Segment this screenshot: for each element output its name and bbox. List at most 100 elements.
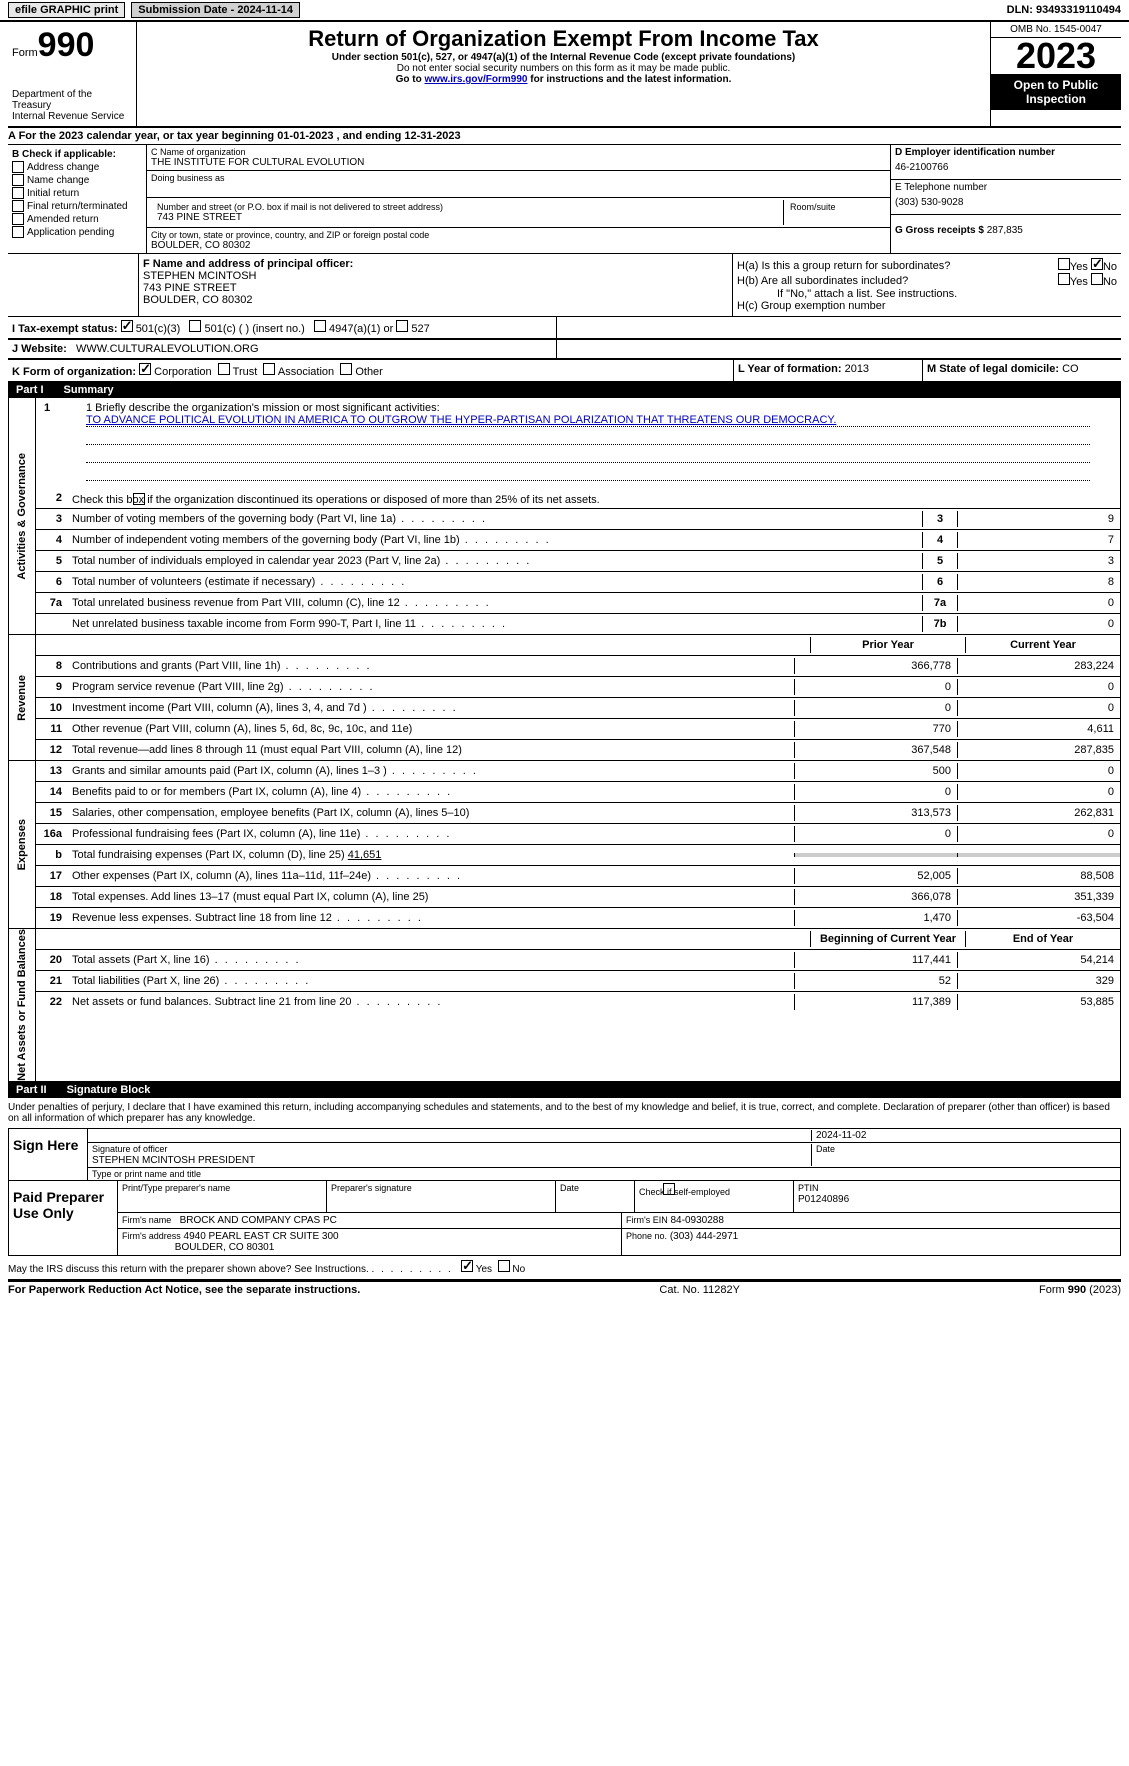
cb-hb-yes[interactable] bbox=[1058, 273, 1070, 285]
cb-may-irs-no[interactable] bbox=[498, 1260, 510, 1272]
irs-link[interactable]: www.irs.gov/Form990 bbox=[424, 74, 527, 85]
website-label: J Website: bbox=[12, 343, 67, 355]
line-11-cy: 4,611 bbox=[957, 721, 1120, 737]
part-1-num: Part I bbox=[16, 384, 44, 396]
cb-name-change[interactable] bbox=[12, 174, 24, 186]
submission-date-button[interactable]: Submission Date - 2024-11-14 bbox=[131, 2, 300, 18]
line-17-py: 52,005 bbox=[794, 868, 957, 884]
firm-name-label: Firm's name bbox=[122, 1215, 171, 1225]
line-12-desc: Total revenue—add lines 8 through 11 (mu… bbox=[68, 742, 794, 758]
vert-net-label: Net Assets or Fund Balances bbox=[16, 929, 28, 1081]
cb-ha-yes[interactable] bbox=[1058, 258, 1070, 270]
cb-association[interactable] bbox=[263, 363, 275, 375]
org-name-label: C Name of organization bbox=[151, 147, 886, 157]
state-domicile-label: M State of legal domicile: bbox=[927, 363, 1059, 375]
line-10-desc: Investment income (Part VIII, column (A)… bbox=[68, 700, 794, 716]
phone-value: (303) 530-9028 bbox=[895, 193, 1117, 212]
tax-exempt-label: I Tax-exempt status: bbox=[12, 323, 118, 335]
cb-address-change[interactable] bbox=[12, 161, 24, 173]
cb-amended-return-label: Amended return bbox=[27, 214, 99, 225]
hdr-prior-year: Prior Year bbox=[810, 637, 965, 653]
cb-501c3[interactable] bbox=[121, 320, 133, 332]
sig-date: 2024-11-02 bbox=[811, 1130, 1116, 1141]
cb-initial-return[interactable] bbox=[12, 187, 24, 199]
ptin-value: P01240896 bbox=[798, 1194, 849, 1205]
cb-trust[interactable] bbox=[218, 363, 230, 375]
line-7b-num: 7b bbox=[922, 616, 957, 632]
line-7a-num: 7a bbox=[922, 595, 957, 611]
cb-final-return-label: Final return/terminated bbox=[27, 201, 128, 212]
street-label: Number and street (or P.O. box if mail i… bbox=[157, 202, 777, 212]
tax-year: 2023 bbox=[991, 38, 1121, 74]
officer-name: STEPHEN MCINTOSH bbox=[143, 270, 728, 282]
may-irs-no: No bbox=[512, 1264, 525, 1275]
cb-amended-return[interactable] bbox=[12, 213, 24, 225]
line-20-cy: 54,214 bbox=[957, 952, 1120, 968]
line-11-py: 770 bbox=[794, 721, 957, 737]
opt-corporation: Corporation bbox=[154, 366, 211, 378]
hb-yes: Yes bbox=[1070, 276, 1088, 288]
part-2-title: Signature Block bbox=[67, 1084, 151, 1096]
cb-ha-no[interactable] bbox=[1091, 258, 1103, 270]
line-13-py: 500 bbox=[794, 763, 957, 779]
officer-addr2: BOULDER, CO 80302 bbox=[143, 294, 728, 306]
prep-date-label: Date bbox=[560, 1183, 579, 1193]
phone-label: E Telephone number bbox=[895, 182, 1117, 193]
opt-527: 527 bbox=[411, 323, 429, 335]
part-2-header: Part II Signature Block bbox=[8, 1082, 1121, 1098]
line-10-py: 0 bbox=[794, 700, 957, 716]
cb-may-irs-yes[interactable] bbox=[461, 1260, 473, 1272]
cb-line-2[interactable] bbox=[133, 493, 145, 505]
prep-phone-value: (303) 444-2971 bbox=[670, 1231, 738, 1242]
cb-initial-return-label: Initial return bbox=[27, 188, 79, 199]
line-13-desc: Grants and similar amounts paid (Part IX… bbox=[68, 763, 794, 779]
line-19-desc: Revenue less expenses. Subtract line 18 … bbox=[68, 910, 794, 926]
cb-final-return[interactable] bbox=[12, 200, 24, 212]
line-4-num: 4 bbox=[922, 532, 957, 548]
line-20-py: 117,441 bbox=[794, 952, 957, 968]
line-3-desc: Number of voting members of the governin… bbox=[68, 511, 922, 527]
line-8-desc: Contributions and grants (Part VIII, lin… bbox=[68, 658, 794, 674]
line-12-py: 367,548 bbox=[794, 742, 957, 758]
line-11-desc: Other revenue (Part VIII, column (A), li… bbox=[68, 721, 794, 737]
cb-other[interactable] bbox=[340, 363, 352, 375]
officer-label: F Name and address of principal officer: bbox=[143, 258, 728, 270]
open-public-inspection: Open to Public Inspection bbox=[991, 74, 1121, 110]
footer: For Paperwork Reduction Act Notice, see … bbox=[8, 1281, 1121, 1298]
type-name-label: Type or print name and title bbox=[92, 1169, 201, 1179]
firm-addr2: BOULDER, CO 80301 bbox=[175, 1242, 275, 1253]
efile-print-button[interactable]: efile GRAPHIC print bbox=[8, 2, 125, 18]
line-3-val: 9 bbox=[957, 511, 1120, 527]
vert-gov-label: Activities & Governance bbox=[16, 453, 28, 580]
paperwork-notice: For Paperwork Reduction Act Notice, see … bbox=[8, 1284, 360, 1296]
cb-527[interactable] bbox=[396, 320, 408, 332]
form-title: Return of Organization Exempt From Incom… bbox=[141, 26, 986, 52]
officer-name-sig: STEPHEN MCINTOSH PRESIDENT bbox=[92, 1155, 255, 1166]
perjury-text: Under penalties of perjury, I declare th… bbox=[8, 1098, 1121, 1128]
cb-self-employed[interactable] bbox=[663, 1183, 675, 1195]
year-formation-label: L Year of formation: bbox=[738, 363, 842, 375]
ein-label: D Employer identification number bbox=[895, 147, 1117, 158]
cb-application-pending[interactable] bbox=[12, 226, 24, 238]
cb-501c[interactable] bbox=[189, 320, 201, 332]
line-5-desc: Total number of individuals employed in … bbox=[68, 553, 922, 569]
line-6-num: 6 bbox=[922, 574, 957, 590]
line-22-desc: Net assets or fund balances. Subtract li… bbox=[68, 994, 794, 1010]
line-9-desc: Program service revenue (Part VIII, line… bbox=[68, 679, 794, 695]
may-irs-label: May the IRS discuss this return with the… bbox=[8, 1264, 369, 1275]
line-2-desc: Check this box if the organization disco… bbox=[72, 494, 600, 506]
cb-hb-no[interactable] bbox=[1091, 273, 1103, 285]
opt-501c: 501(c) ( ) (insert no.) bbox=[205, 323, 305, 335]
part-2-num: Part II bbox=[16, 1084, 47, 1096]
vert-rev-label: Revenue bbox=[16, 675, 28, 721]
line-5-val: 3 bbox=[957, 553, 1120, 569]
mission-text: TO ADVANCE POLITICAL EVOLUTION IN AMERIC… bbox=[86, 414, 1090, 427]
line-21-cy: 329 bbox=[957, 973, 1120, 989]
cb-corporation[interactable] bbox=[139, 363, 151, 375]
line-5-num: 5 bbox=[922, 553, 957, 569]
line-6-desc: Total number of volunteers (estimate if … bbox=[68, 574, 922, 590]
hc-label: H(c) Group exemption number bbox=[737, 300, 1117, 312]
form-num: 990 bbox=[38, 26, 95, 64]
prep-sig-label: Preparer's signature bbox=[331, 1183, 412, 1193]
cb-4947[interactable] bbox=[314, 320, 326, 332]
